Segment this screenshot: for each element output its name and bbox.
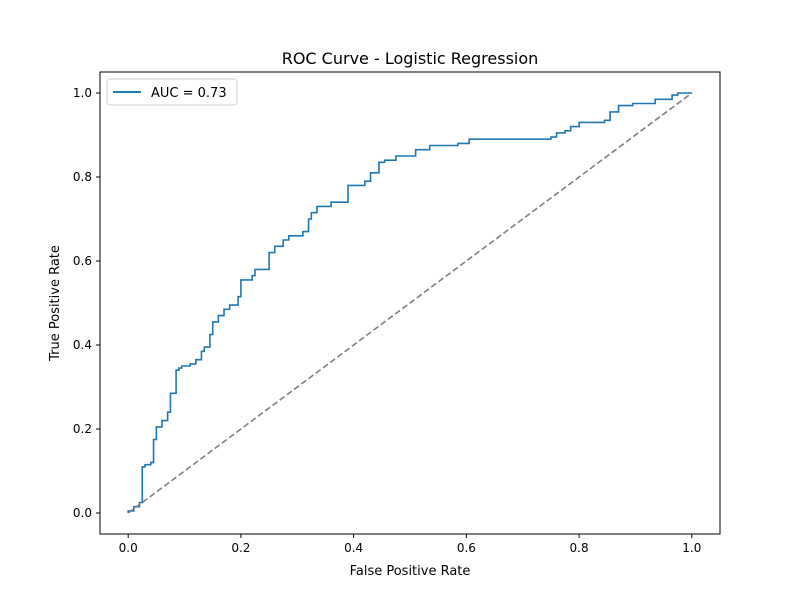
x-tick-label: 1.0 [682,541,701,555]
plot-area: 0.0 0.2 0.4 0.6 0.8 1.0 0.0 0.2 0.4 0.6 0.8 1.0 [73,71,721,555]
y-tick-label: 0.6 [73,254,92,268]
y-tick-label: 1.0 [73,86,92,100]
y-tick-label: 0.8 [73,170,92,184]
legend-label: AUC = 0.73 [151,86,227,101]
y-tick-label: 0.2 [73,422,92,436]
x-tick-label: 0.8 [570,541,589,555]
chance-diagonal-line [127,92,693,514]
axes-frame [99,71,721,535]
y-tick-label: 0.4 [73,338,92,352]
x-tick-label: 0.6 [457,541,476,555]
y-tick-label: 0.0 [73,506,92,520]
chart-title: ROC Curve - Logistic Regression [282,49,539,68]
x-tick-label: 0.0 [119,541,138,555]
x-axis-label: False Positive Rate [350,564,471,579]
legend-box [106,78,238,106]
y-axis-label: True Positive Rate [48,245,63,362]
x-tick-label: 0.2 [231,541,250,555]
x-tick-label: 0.4 [344,541,363,555]
roc-curve-line [127,92,692,513]
legend: AUC = 0.73 [106,78,238,106]
